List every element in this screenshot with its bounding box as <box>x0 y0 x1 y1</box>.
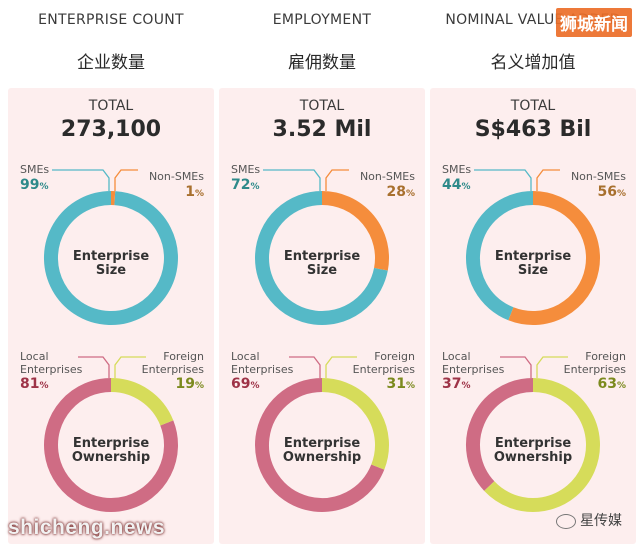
leader-line-right <box>114 356 146 378</box>
size-left-label: SMEs <box>231 163 261 176</box>
size-right-pct: 28% <box>386 184 415 200</box>
donut-slice-non-smes <box>321 191 389 271</box>
leader-line-right <box>536 356 568 378</box>
metric-label: ENTERPRISE COUNT <box>38 12 184 28</box>
ownership-center-text: Enterprise Ownership <box>493 436 573 465</box>
ownership-right-pct: 31% <box>386 376 415 392</box>
donut-slice-smes <box>466 191 534 321</box>
ownership-center-text: Enterprise Ownership <box>71 436 151 465</box>
total-label: TOTAL <box>510 98 556 114</box>
donut-charts <box>255 169 389 512</box>
size-left-pct: 99% <box>20 177 49 193</box>
donut-slice-local-enterprises <box>255 378 385 512</box>
ownership-right-label: Foreign Enterprises <box>352 350 415 376</box>
size-center-text: Enterprise Size <box>494 249 572 278</box>
donut-slice-smes <box>44 191 178 325</box>
metric-column-enterprise-count: ENTERPRISE COUNT 企业数量 TOTAL 273,100 SMEs… <box>8 0 214 548</box>
size-left-label: SMEs <box>442 163 472 176</box>
size-center-text: Enterprise Size <box>72 249 150 278</box>
leader-line-left <box>474 169 532 191</box>
total-value: 3.52 Mil <box>272 117 372 142</box>
watermark-bottom-right: 星传媒 <box>556 510 622 530</box>
leader-line-right <box>325 169 349 191</box>
ownership-left-label: Local Enterprises <box>231 350 294 376</box>
metric-label-cn: 企业数量 <box>77 53 145 73</box>
size-right-label: Non-SMEs <box>148 170 204 183</box>
ownership-right-label: Foreign Enterprises <box>563 350 626 376</box>
donut-slice-foreign-enterprises <box>110 378 174 426</box>
donut-slice-smes <box>255 191 388 325</box>
donut-charts <box>466 169 600 512</box>
leader-line-left <box>52 169 110 191</box>
ownership-right-pct: 19% <box>175 376 204 392</box>
watermark-bottom-left: shicheng.news <box>8 516 166 539</box>
ownership-left-pct: 69% <box>231 376 260 392</box>
metric-column-employment: EMPLOYMENT 雇佣数量 TOTAL 3.52 Mil SMEs 72% … <box>219 0 425 548</box>
ownership-center-text: Enterprise Ownership <box>282 436 362 465</box>
metric-label: EMPLOYMENT <box>272 12 372 28</box>
metric-label-cn: 雇佣数量 <box>288 53 356 73</box>
metric-label-cn: 名义增加值 <box>490 53 576 73</box>
wechat-icon <box>556 513 576 529</box>
donut-slice-local-enterprises <box>466 378 534 491</box>
leader-line-right <box>325 356 357 378</box>
size-center-text: Enterprise Size <box>283 249 361 278</box>
donut-slice-foreign-enterprises <box>484 378 600 512</box>
donut-slice-local-enterprises <box>44 378 178 512</box>
size-right-label: Non-SMEs <box>359 170 415 183</box>
leader-line-left <box>263 169 321 191</box>
watermark-top-right: 狮城新闻 <box>556 8 632 37</box>
ownership-left-pct: 81% <box>20 376 49 392</box>
leader-line-left <box>78 356 110 378</box>
leader-line-left <box>289 356 321 378</box>
donut-slice-non-smes <box>508 191 600 325</box>
leader-line-left <box>500 356 532 378</box>
ownership-left-label: Local Enterprises <box>442 350 505 376</box>
size-right-pct: 1% <box>185 184 204 200</box>
size-right-pct: 56% <box>597 184 626 200</box>
size-left-pct: 72% <box>231 177 260 193</box>
total-value: 273,100 <box>60 117 162 142</box>
donut-charts <box>44 169 178 512</box>
leader-line-right <box>536 169 560 191</box>
ownership-right-pct: 63% <box>597 376 626 392</box>
size-left-label: SMEs <box>20 163 50 176</box>
ownership-left-label: Local Enterprises <box>20 350 83 376</box>
ownership-left-pct: 37% <box>442 376 471 392</box>
leader-line-right <box>114 169 138 191</box>
total-label: TOTAL <box>88 98 134 114</box>
metric-column-nominal-value-added: NOMINAL VALUE ADDED 名义增加值 TOTAL S$463 Bi… <box>430 0 636 548</box>
total-value: S$463 Bil <box>474 117 592 142</box>
donut-slice-foreign-enterprises <box>321 378 389 470</box>
size-right-label: Non-SMEs <box>570 170 626 183</box>
size-left-pct: 44% <box>442 177 471 193</box>
total-label: TOTAL <box>299 98 345 114</box>
ownership-right-label: Foreign Enterprises <box>141 350 204 376</box>
